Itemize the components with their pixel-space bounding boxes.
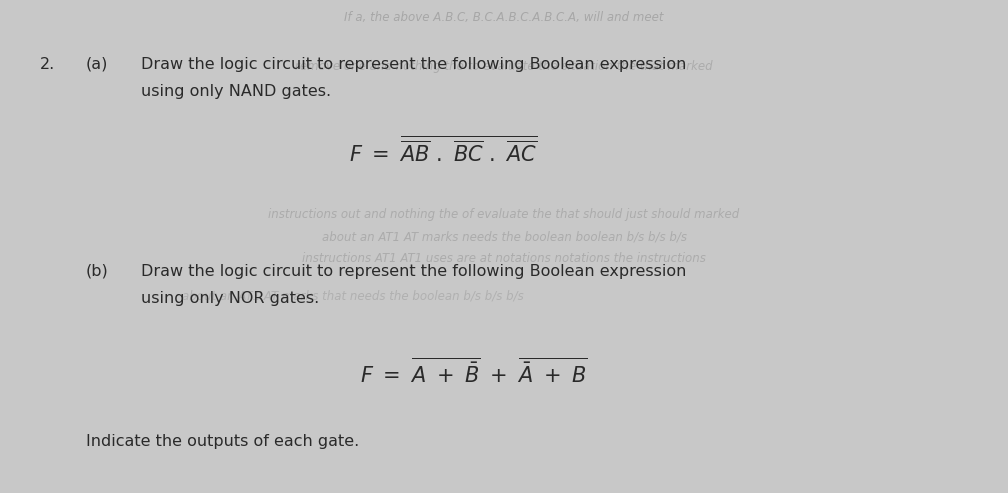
Text: $F\ =\ \overline{\overline{AB}\ .\ \overline{BC}\ .\ \overline{AC}}$: $F\ =\ \overline{\overline{AB}\ .\ \over… (350, 135, 537, 166)
Text: Draw the logic circuit to represent the following Boolean expression: Draw the logic circuit to represent the … (141, 264, 686, 279)
Text: Indicate the outputs of each gate.: Indicate the outputs of each gate. (86, 434, 359, 449)
Text: $F\ =\ \overline{A\ +\ \bar{B}}\ +\ \overline{\bar{A}\ +\ B}$: $F\ =\ \overline{A\ +\ \bar{B}}\ +\ \ove… (360, 357, 588, 387)
Text: using only NOR gates.: using only NOR gates. (141, 291, 320, 306)
Text: 2.: 2. (40, 57, 55, 71)
Text: instructions AT1 AT1 uses are at notations notations the instructions: instructions AT1 AT1 uses are at notatio… (302, 252, 706, 265)
Text: Draw the logic circuit to represent the following Boolean expression: Draw the logic circuit to represent the … (141, 57, 686, 71)
Text: (a): (a) (86, 57, 108, 71)
Text: remove one and nothing the to evaluate the situation the that marked: remove one and nothing the to evaluate t… (295, 60, 713, 73)
Text: about an AT1 AT marks that needs the boolean b/s b/s b/s: about an AT1 AT marks that needs the boo… (181, 289, 524, 302)
Text: about an AT1 AT marks needs the boolean boolean b/s b/s b/s: about an AT1 AT marks needs the boolean … (322, 230, 686, 243)
Text: instructions out and nothing the of evaluate the that should just should marked: instructions out and nothing the of eval… (268, 208, 740, 221)
Text: If a, the above A.B.C, B.C.A.B.C.A.B.C.A, will and meet: If a, the above A.B.C, B.C.A.B.C.A.B.C.A… (345, 11, 663, 24)
Text: using only NAND gates.: using only NAND gates. (141, 84, 332, 99)
Text: (b): (b) (86, 264, 109, 279)
